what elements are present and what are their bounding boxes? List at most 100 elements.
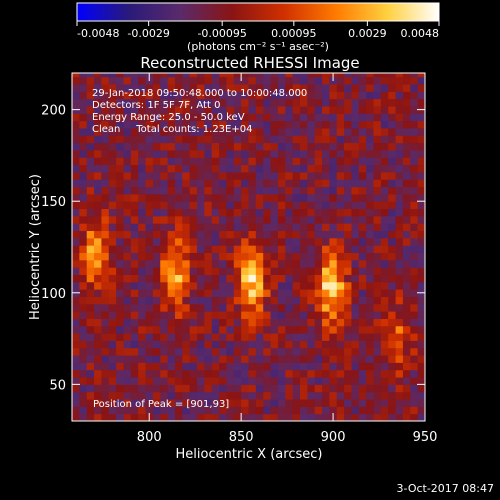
heatmap-cell xyxy=(344,73,352,78)
heatmap-cell xyxy=(189,413,198,421)
heatmap-cell xyxy=(167,83,176,92)
heatmap-cell xyxy=(233,120,242,129)
heatmap-cell xyxy=(160,186,169,195)
heatmap-cell xyxy=(388,76,397,85)
heatmap-cell xyxy=(314,369,323,378)
heatmap-cell xyxy=(285,98,294,107)
heatmap-cell xyxy=(138,406,147,415)
heatmap-cell xyxy=(255,259,264,268)
heatmap-cell xyxy=(299,127,308,136)
heatmap-cell xyxy=(219,384,227,393)
heatmap-cell xyxy=(255,142,264,151)
heatmap-cell xyxy=(233,340,242,349)
heatmap-cell xyxy=(388,252,397,261)
heatmap-cell xyxy=(248,399,257,407)
heatmap-cell xyxy=(255,171,264,180)
heatmap-cell xyxy=(241,127,249,136)
heatmap-cell xyxy=(292,223,301,232)
heatmap-cell xyxy=(182,318,191,327)
heatmap-cell xyxy=(263,142,272,151)
heatmap-cell xyxy=(255,413,264,421)
heatmap-cell xyxy=(307,171,316,180)
heatmap-cell xyxy=(241,113,249,122)
heatmap-cell xyxy=(417,399,425,407)
heatmap-cell xyxy=(72,223,80,232)
heatmap-cell xyxy=(344,318,352,327)
heatmap-cell xyxy=(270,193,279,202)
heatmap-cell xyxy=(233,347,242,356)
annotation-block: 29-Jan-2018 09:50:48.000 to 10:00:48.000… xyxy=(92,88,307,135)
heatmap-cell xyxy=(130,318,139,327)
heatmap-cell xyxy=(299,83,308,92)
heatmap-cell xyxy=(248,164,257,173)
heatmap-cell xyxy=(167,252,176,261)
heatmap-cell xyxy=(145,406,154,415)
heatmap-cell xyxy=(336,311,345,319)
heatmap-cell xyxy=(299,120,308,129)
heatmap-cell xyxy=(79,164,88,173)
heatmap-cell xyxy=(285,333,294,341)
heatmap-cell xyxy=(285,274,294,283)
heatmap-cell xyxy=(314,274,323,283)
heatmap-cell xyxy=(255,406,264,415)
heatmap-cell xyxy=(160,413,169,421)
heatmap-cell xyxy=(270,237,279,246)
heatmap-cell xyxy=(395,76,404,85)
heatmap-cell xyxy=(138,98,147,107)
heatmap-cell xyxy=(138,171,147,180)
heatmap-cell xyxy=(410,267,419,275)
heatmap-cell xyxy=(160,340,169,349)
heatmap-cell xyxy=(395,340,404,349)
heatmap-cell xyxy=(285,135,294,144)
heatmap-cell xyxy=(167,377,176,385)
heatmap-cell xyxy=(263,98,272,107)
heatmap-cell xyxy=(138,193,147,202)
heatmap-cell xyxy=(94,355,102,363)
heatmap-cell xyxy=(94,83,102,92)
heatmap-cell xyxy=(226,98,235,107)
heatmap-cell xyxy=(160,333,169,341)
heatmap-cell xyxy=(417,127,425,136)
heatmap-cell xyxy=(211,230,220,239)
heatmap-cell xyxy=(388,303,397,312)
heatmap-cell xyxy=(197,377,205,385)
heatmap-cell xyxy=(123,105,132,114)
heatmap-cell xyxy=(197,384,205,393)
heatmap-cell xyxy=(123,318,132,327)
heatmap-cell xyxy=(94,274,102,283)
heatmap-cell xyxy=(299,289,308,297)
heatmap-cell xyxy=(358,252,367,261)
heatmap-cell xyxy=(145,391,154,400)
heatmap-cell xyxy=(174,223,183,232)
heatmap-cell xyxy=(373,406,382,415)
heatmap-cell xyxy=(138,355,147,363)
heatmap-cell xyxy=(174,73,183,78)
heatmap-cell xyxy=(307,157,316,166)
heatmap-cell xyxy=(322,105,330,114)
heatmap-cell xyxy=(197,179,205,188)
heatmap-cell xyxy=(204,98,213,107)
heatmap-cell xyxy=(204,157,213,166)
heatmap-cell xyxy=(130,267,139,275)
heatmap-cell xyxy=(314,311,323,319)
heatmap-cell xyxy=(116,377,124,385)
heatmap-cell xyxy=(263,149,272,158)
heatmap-cell xyxy=(79,223,88,232)
heatmap-cell xyxy=(410,193,419,202)
heatmap-cell xyxy=(241,142,249,151)
heatmap-cell xyxy=(94,406,102,415)
heatmap-cell xyxy=(410,413,419,421)
heatmap-cell xyxy=(116,157,124,166)
heatmap-cell xyxy=(255,289,264,297)
heatmap-cell xyxy=(167,76,176,85)
heatmap-cell xyxy=(130,208,139,217)
heatmap-cell xyxy=(101,267,110,275)
heatmap-cell xyxy=(417,230,425,239)
heatmap-cell xyxy=(226,267,235,275)
heatmap-cell xyxy=(322,179,330,188)
heatmap-cell xyxy=(204,208,213,217)
heatmap-cell xyxy=(108,413,117,421)
heatmap-cell xyxy=(402,237,411,246)
heatmap-cell xyxy=(94,105,102,114)
heatmap-cell xyxy=(336,303,345,312)
